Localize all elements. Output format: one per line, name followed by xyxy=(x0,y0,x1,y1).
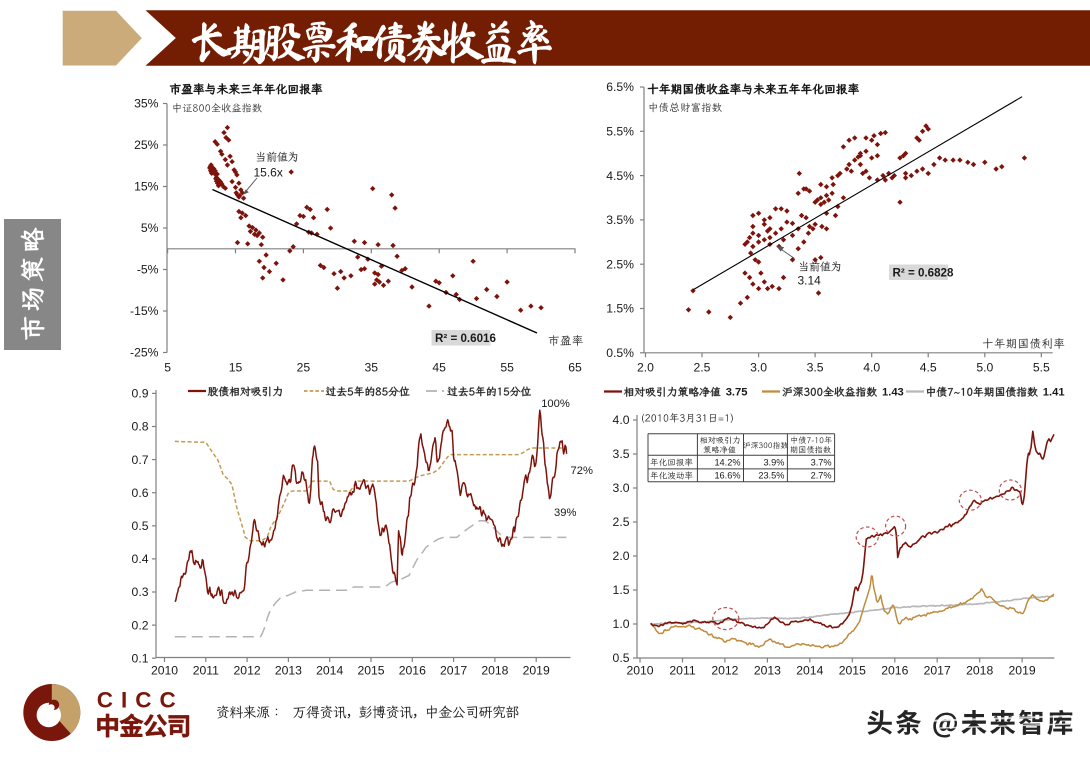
svg-text:72%: 72% xyxy=(571,465,593,477)
svg-text:-15%: -15% xyxy=(130,304,159,318)
svg-text:3.9%: 3.9% xyxy=(763,457,784,467)
svg-text:2010: 2010 xyxy=(626,664,653,678)
svg-text:23.5%: 23.5% xyxy=(758,471,784,481)
svg-text:65: 65 xyxy=(568,361,582,375)
svg-text:15%: 15% xyxy=(134,180,159,194)
svg-text:1.5%: 1.5% xyxy=(606,302,634,316)
svg-text:3.75: 3.75 xyxy=(726,387,748,399)
svg-text:15.6x: 15.6x xyxy=(254,165,283,179)
svg-text:-25%: -25% xyxy=(130,346,159,360)
svg-text:0.3: 0.3 xyxy=(132,585,149,599)
svg-text:2018: 2018 xyxy=(966,664,993,678)
svg-text:3.5: 3.5 xyxy=(613,447,630,461)
svg-text:25%: 25% xyxy=(134,138,159,152)
svg-text:2.5: 2.5 xyxy=(694,361,711,375)
svg-text:2012: 2012 xyxy=(234,664,261,678)
svg-text:2013: 2013 xyxy=(754,664,781,678)
svg-text:2010: 2010 xyxy=(151,664,178,678)
svg-text:3.5: 3.5 xyxy=(807,361,824,375)
svg-text:100%: 100% xyxy=(541,398,570,410)
svg-text:14.2%: 14.2% xyxy=(714,457,740,467)
svg-text:2011: 2011 xyxy=(669,664,695,678)
svg-text:5.5: 5.5 xyxy=(1033,361,1050,375)
svg-text:39%: 39% xyxy=(554,507,576,519)
svg-text:2017: 2017 xyxy=(924,664,951,678)
svg-text:55: 55 xyxy=(500,361,514,375)
svg-text:2018: 2018 xyxy=(481,664,508,678)
svg-text:2019: 2019 xyxy=(1009,664,1036,678)
svg-text:6.5%: 6.5% xyxy=(606,80,634,94)
svg-text:2017: 2017 xyxy=(440,664,467,678)
svg-text:2014: 2014 xyxy=(316,664,343,678)
svg-text:2012: 2012 xyxy=(711,664,738,678)
svg-text:0.8: 0.8 xyxy=(132,420,149,434)
svg-text:5.0: 5.0 xyxy=(976,361,993,375)
svg-text:2019: 2019 xyxy=(523,664,550,678)
svg-text:0.5: 0.5 xyxy=(613,651,630,665)
svg-text:2016: 2016 xyxy=(881,664,908,678)
svg-text:2014: 2014 xyxy=(796,664,823,678)
svg-text:2.7%: 2.7% xyxy=(811,471,832,481)
svg-text:4.0: 4.0 xyxy=(613,413,630,427)
svg-text:2.5%: 2.5% xyxy=(606,257,634,271)
svg-text:0.7: 0.7 xyxy=(132,453,149,467)
svg-text:3.7%: 3.7% xyxy=(811,457,832,467)
svg-text:5.5%: 5.5% xyxy=(606,125,634,139)
svg-text:25: 25 xyxy=(297,361,311,375)
svg-text:2.5: 2.5 xyxy=(613,515,630,529)
svg-text:0.9: 0.9 xyxy=(132,387,149,401)
svg-text:1.41: 1.41 xyxy=(1043,387,1065,399)
svg-text:3.0: 3.0 xyxy=(613,481,630,495)
svg-text:5%: 5% xyxy=(141,221,159,235)
svg-text:R² = 0.6828: R² = 0.6828 xyxy=(893,267,954,280)
svg-text:35: 35 xyxy=(365,361,379,375)
svg-text:0.5%: 0.5% xyxy=(606,346,634,360)
svg-text:2013: 2013 xyxy=(275,664,302,678)
svg-text:1.5: 1.5 xyxy=(613,583,630,597)
svg-text:3.5%: 3.5% xyxy=(606,213,634,227)
svg-text:2011: 2011 xyxy=(193,664,219,678)
svg-text:0.1: 0.1 xyxy=(132,651,149,665)
svg-text:0.2: 0.2 xyxy=(132,618,149,632)
svg-text:15: 15 xyxy=(229,361,243,375)
svg-text:4.5: 4.5 xyxy=(920,361,937,375)
svg-text:1.0: 1.0 xyxy=(613,617,630,631)
svg-text:0.4: 0.4 xyxy=(132,552,149,566)
svg-text:0.6: 0.6 xyxy=(132,486,149,500)
svg-text:2016: 2016 xyxy=(399,664,426,678)
svg-text:4.0: 4.0 xyxy=(863,361,880,375)
svg-text:5: 5 xyxy=(164,361,171,375)
svg-text:-5%: -5% xyxy=(137,263,159,277)
svg-text:0.5: 0.5 xyxy=(132,519,149,533)
svg-text:45: 45 xyxy=(432,361,446,375)
svg-text:2.0: 2.0 xyxy=(637,361,654,375)
svg-text:4.5%: 4.5% xyxy=(606,169,634,183)
svg-text:2.0: 2.0 xyxy=(613,549,630,563)
svg-text:16.6%: 16.6% xyxy=(714,471,740,481)
svg-text:35%: 35% xyxy=(134,97,159,111)
svg-text:3.14: 3.14 xyxy=(798,274,822,288)
svg-text:2015: 2015 xyxy=(357,664,384,678)
svg-text:3.0: 3.0 xyxy=(750,361,767,375)
svg-text:CICC: CICC xyxy=(97,688,184,713)
svg-text:R² = 0.6016: R² = 0.6016 xyxy=(435,332,496,345)
svg-text:1.43: 1.43 xyxy=(882,387,904,399)
svg-text:2015: 2015 xyxy=(839,664,866,678)
